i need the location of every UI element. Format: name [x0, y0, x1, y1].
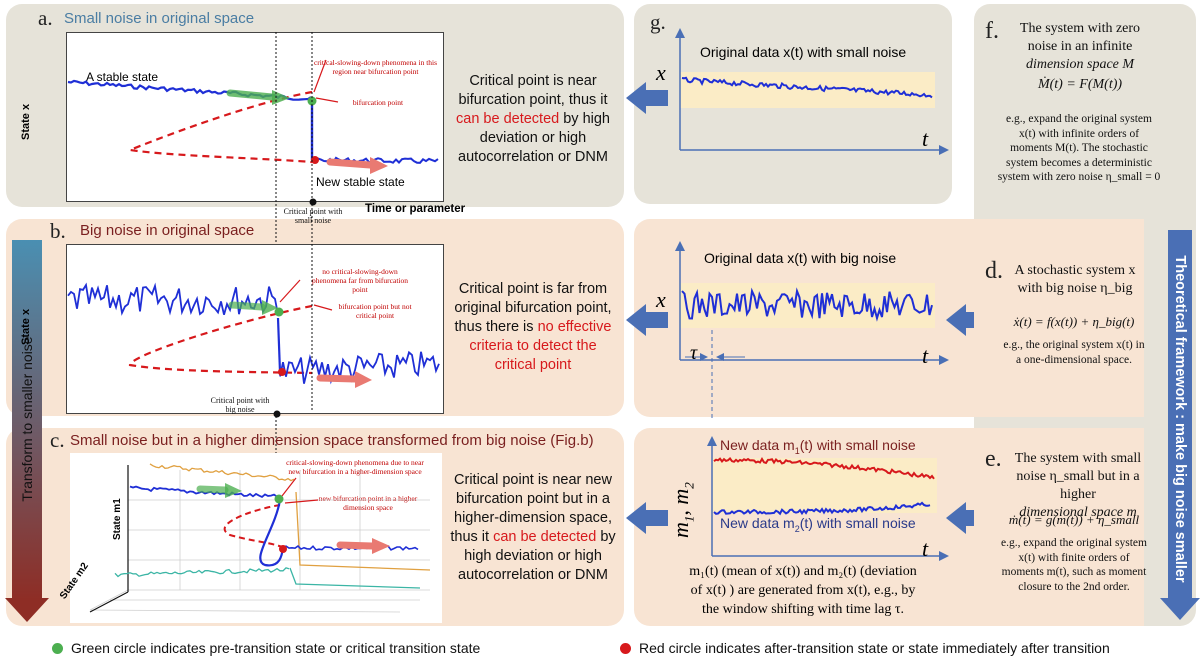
framework-label: Theoretical framework : make big noise s…	[1172, 255, 1188, 583]
panel-e-text: The system with small noise η_small but …	[1014, 451, 1142, 520]
panel-d-text: A stochastic system x with big noise η_b…	[1014, 263, 1136, 296]
panel-c-teal-trace	[114, 567, 290, 578]
framework-bar-arrowhead	[1160, 598, 1200, 620]
panel-b-letter: b.	[50, 219, 66, 243]
framework-bar	[1168, 230, 1192, 600]
panel-g-title: Original data x(t) with small noise	[700, 44, 907, 60]
panel-a-stable-label: A stable state	[86, 70, 159, 84]
panel-c-title: Small noise but in a higher dimension sp…	[70, 432, 594, 449]
panel-a-letter: a.	[38, 6, 53, 30]
panel-d-desc: e.g., the original system x(t) in a one-…	[1003, 339, 1145, 366]
panel-c-orange-trace	[149, 463, 295, 482]
panel-mid-title: Original data x(t) with big noise	[704, 250, 897, 266]
panel-c-letter: c.	[50, 428, 65, 452]
panel-g-letter: g.	[650, 10, 666, 34]
panel-c-plot	[70, 453, 442, 623]
legend-red: Red circle indicates after-transition st…	[620, 640, 1110, 656]
panel-b-title: Big noise in original space	[80, 222, 255, 239]
panel-c-bif-annotation: new bifurcation point in a higher dimens…	[318, 494, 418, 512]
panel-b-text: Critical point is far from original bifu…	[454, 281, 612, 373]
transform-gradient-arrow	[12, 240, 42, 600]
panel-mid-x-axis-label: t	[922, 343, 929, 368]
right-panel-peach-bottom	[974, 428, 1144, 626]
panel-c-blue-trace	[129, 485, 281, 499]
panel-bottom-title-2: New data m2(t) with small noise	[720, 515, 916, 534]
panel-g-x-axis-label: t	[922, 126, 929, 151]
panel-b-bif-annotation: bifurcation point but not critical point	[338, 302, 412, 320]
panel-g-y-axis-label: x	[656, 60, 666, 85]
green-circle-icon	[52, 643, 63, 654]
panel-a-new-stable-label: New stable state	[316, 175, 405, 189]
panel-b-no-csd-annotation: no critical-slowing-down phenomena far f…	[311, 267, 408, 294]
panel-c-text: Critical point is near new bifurcation p…	[450, 472, 616, 583]
panel-e-desc: e.g., expand the original system x(t) wi…	[1001, 537, 1147, 593]
panel-e-letter: e.	[985, 446, 1002, 472]
panel-a-csd-annotation: critical-slowing-down phenomena in this …	[313, 58, 438, 76]
red-circle-icon	[620, 643, 631, 654]
panel-d-eq: ẋ(t) = f(x(t)) + η_big(t)	[1013, 314, 1135, 329]
panel-d-letter: d.	[985, 258, 1003, 284]
transform-gradient-arrowhead	[5, 598, 49, 622]
panel-f-text: The system with zero noise in an infinit…	[1019, 21, 1141, 92]
panel-bottom-x-axis-label: t	[922, 536, 929, 561]
panel-a-xlabel: Time or parameter	[365, 203, 466, 215]
panel-a-bif-annotation: bifurcation point	[352, 98, 404, 107]
panel-bottom-y-axis-label: m1, m2	[668, 482, 697, 538]
right-panel-peach-mid	[974, 219, 1144, 417]
panel-b-critical-label: Critical point with big noise	[210, 396, 270, 414]
panel-a-critical-label: Critical point with small noise	[283, 207, 343, 225]
panel-c-csd-annotation: critical-slowing-down phenomena due to n…	[286, 458, 424, 476]
panel-e-eq: ṁ(t) = g(m(t)) + η_small	[1008, 512, 1140, 527]
panel-mid-y-axis-label: x	[656, 287, 666, 312]
panel-f-letter: f.	[985, 18, 999, 44]
panel-b-new-trace	[279, 350, 440, 385]
panel-bottom-title-1: New data m1(t) with small noise	[720, 437, 916, 456]
panel-bottom-caption: m₁(t) (mean of x(t)) and m₂(t) (deviatio…	[689, 564, 917, 617]
panel-a-red-dot	[311, 156, 319, 164]
panel-a-title: Small noise in original space	[64, 10, 255, 27]
panel-b-plot	[66, 244, 444, 414]
panel-f-desc: e.g., expand the original system x(t) wi…	[997, 113, 1161, 183]
panel-mid-tau: τ	[690, 342, 698, 364]
panel-a-text: Critical point is near bifurcation point…	[456, 73, 610, 165]
legend-green: Green circle indicates pre-transition st…	[52, 640, 480, 656]
panel-a-plot	[66, 32, 444, 202]
